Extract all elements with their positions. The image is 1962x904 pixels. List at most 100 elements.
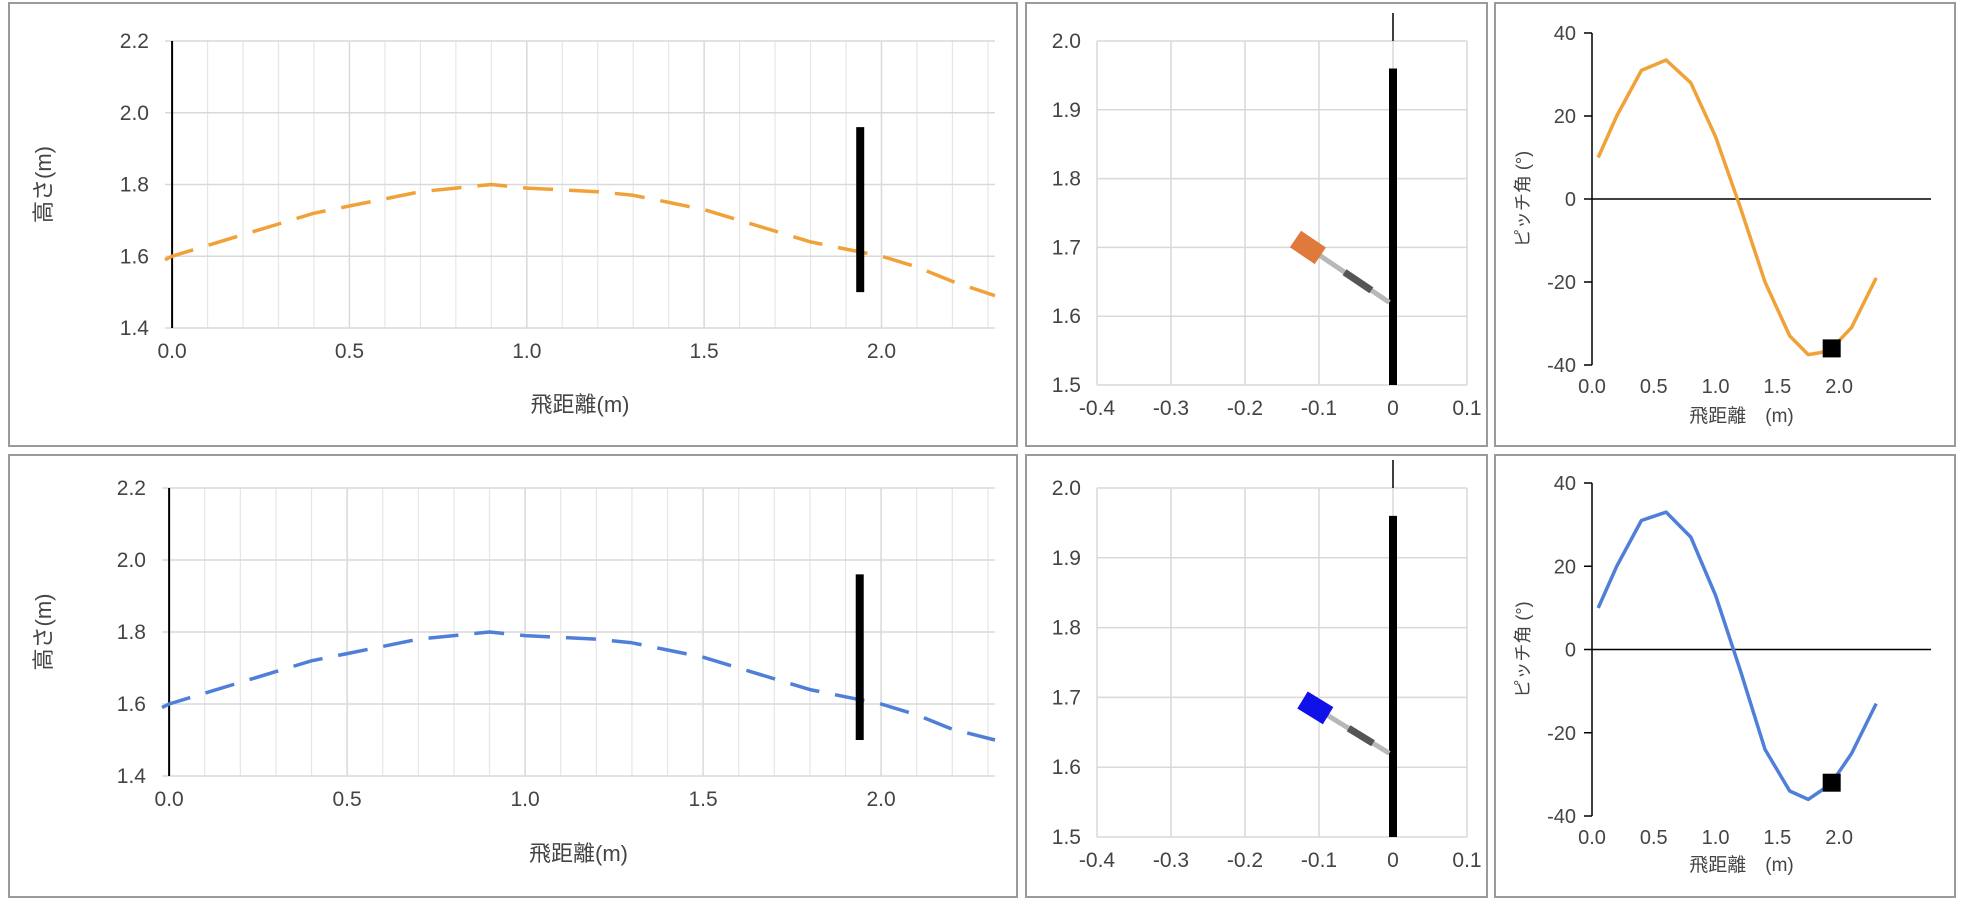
data-point [453,635,454,636]
y-tick-label: 2.0 [1052,477,1081,500]
x-tick-label: 0 [1387,849,1399,872]
y-axis-label: ピッチ角 (°) [1513,601,1533,697]
data-point [1740,670,1741,671]
data-point [384,198,385,199]
data-point [313,213,314,214]
data-point [382,646,383,647]
x-tick-label: -0.2 [1227,397,1263,420]
x-tick-label: 0.0 [1578,376,1606,398]
bottom-trajectory-panel: 0.0 0.5 1.0 1.5 2.0 1.4 1.6 1.8 2.0 2.2 飛距離(m) 高さ(m… [8,454,1018,898]
y-tick-label: -40 [1547,355,1576,377]
data-point [668,202,669,203]
y-tick-label: 40 [1554,23,1576,45]
x-tick-label: 0.1 [1452,397,1481,420]
series-line [1596,510,1878,802]
y-tick-label: 1.6 [1052,305,1081,328]
x-tick-label: 1.0 [512,340,541,363]
data-point [1598,157,1599,158]
data-point [597,191,598,192]
position-marker [1822,773,1841,792]
bottom-pitch-svg: 0.0 0.5 1.0 1.5 2.0 -40 -20 0 20 40 飛距離 (m) ピッチ角 (°… [1513,473,1931,876]
data-point [207,245,208,246]
y-tick-label: -20 [1547,723,1576,745]
y-tick-label: 1.4 [120,317,150,340]
data-point [1820,791,1821,792]
y-tick-label: 1.8 [1052,168,1081,191]
data-point [1808,799,1809,800]
top-club-svg: -0.4 -0.3 -0.2 -0.1 0 0.1 1.5 1.6 1.7 1.8 1.9 2.0 [1052,13,1482,420]
y-tick-label: 0 [1565,189,1576,211]
data-point [952,729,953,730]
y-tick-label: 1.5 [1052,374,1081,397]
x-axis-label: 飛距離(m) [529,841,628,866]
x-axis-label: 飛距離 (m) [1689,854,1793,876]
data-point [1616,116,1617,117]
data-point [774,678,775,679]
x-tick-label: 2.0 [1825,376,1853,398]
y-tick-label: 1.6 [1052,756,1081,779]
data-point [738,668,739,669]
data-point [1789,335,1790,336]
data-point [165,259,166,260]
data-point [704,209,705,210]
y-tick-label: -40 [1547,806,1576,828]
x-tick-label: 0.5 [1640,376,1668,398]
data-point [881,704,882,705]
data-point [995,740,996,741]
x-tick-label: -0.1 [1301,849,1337,872]
x-tick-label: 2.0 [1825,827,1853,849]
data-point [810,241,811,242]
x-tick-label: 0.0 [1578,827,1606,849]
data-point [1715,136,1716,137]
series-line [164,182,996,298]
y-tick-label: 0 [1565,640,1576,662]
data-point [489,632,490,633]
x-tick-label: 2.0 [866,788,895,811]
data-point [1666,512,1667,513]
data-point [667,650,668,651]
club-head [1289,230,1326,265]
data-point [881,256,882,257]
series-line [1596,58,1878,357]
data-point [420,191,421,192]
data-point [418,639,419,640]
grid-lines [1096,487,1468,838]
y-tick-label: 40 [1554,473,1576,495]
data-point [1876,277,1877,278]
data-point [739,220,740,221]
y-tick-label: 2.0 [120,102,149,125]
data-point [526,188,527,189]
x-tick-label: -0.4 [1079,849,1116,872]
data-point [703,657,704,658]
y-tick-label: 1.4 [117,765,147,788]
bottom-trajectory-svg: 0.0 0.5 1.0 1.5 2.0 1.4 1.6 1.8 2.0 2.2 飛距離(m) 高さ(m… [31,477,996,866]
x-axis-label: 飛距離(m) [531,392,630,417]
data-point [491,184,492,185]
y-axis-label: 高さ(m) [31,594,56,671]
y-axis-label: 高さ(m) [31,146,56,223]
x-tick-label: 0.5 [1640,827,1668,849]
y-tick-label: 1.9 [1052,547,1081,570]
bottom-club-svg: -0.4 -0.3 -0.2 -0.1 0 0.1 1.5 1.6 1.7 1.8 1.9 2.0 [1052,460,1482,872]
data-point [1851,753,1852,754]
y-tick-label: -20 [1547,272,1576,294]
x-tick-label: 0.5 [333,788,362,811]
x-tick-label: 1.5 [688,788,717,811]
data-point [1690,537,1691,538]
position-marker [1822,339,1841,358]
y-tick-label: 1.6 [117,693,146,716]
x-tick-label: 0.1 [1452,849,1481,872]
data-point [243,234,244,235]
x-tick-label: 2.0 [867,340,896,363]
data-point [809,689,810,690]
top-club-panel: -0.4 -0.3 -0.2 -0.1 0 0.1 1.5 1.6 1.7 1.8 1.9 2.0 [1025,2,1488,447]
data-point [1876,703,1877,704]
x-tick-label: -0.1 [1301,397,1337,420]
x-tick-label: -0.4 [1079,397,1116,420]
data-point [1641,70,1642,71]
data-point [1789,791,1790,792]
data-point [162,707,163,708]
data-point [916,267,917,268]
top-trajectory-svg: 0.0 0.5 1.0 1.5 2.0 1.4 1.6 1.8 2.0 2.2 飛距離(m) 高さ(m… [31,30,996,417]
grid-lines [162,487,995,777]
